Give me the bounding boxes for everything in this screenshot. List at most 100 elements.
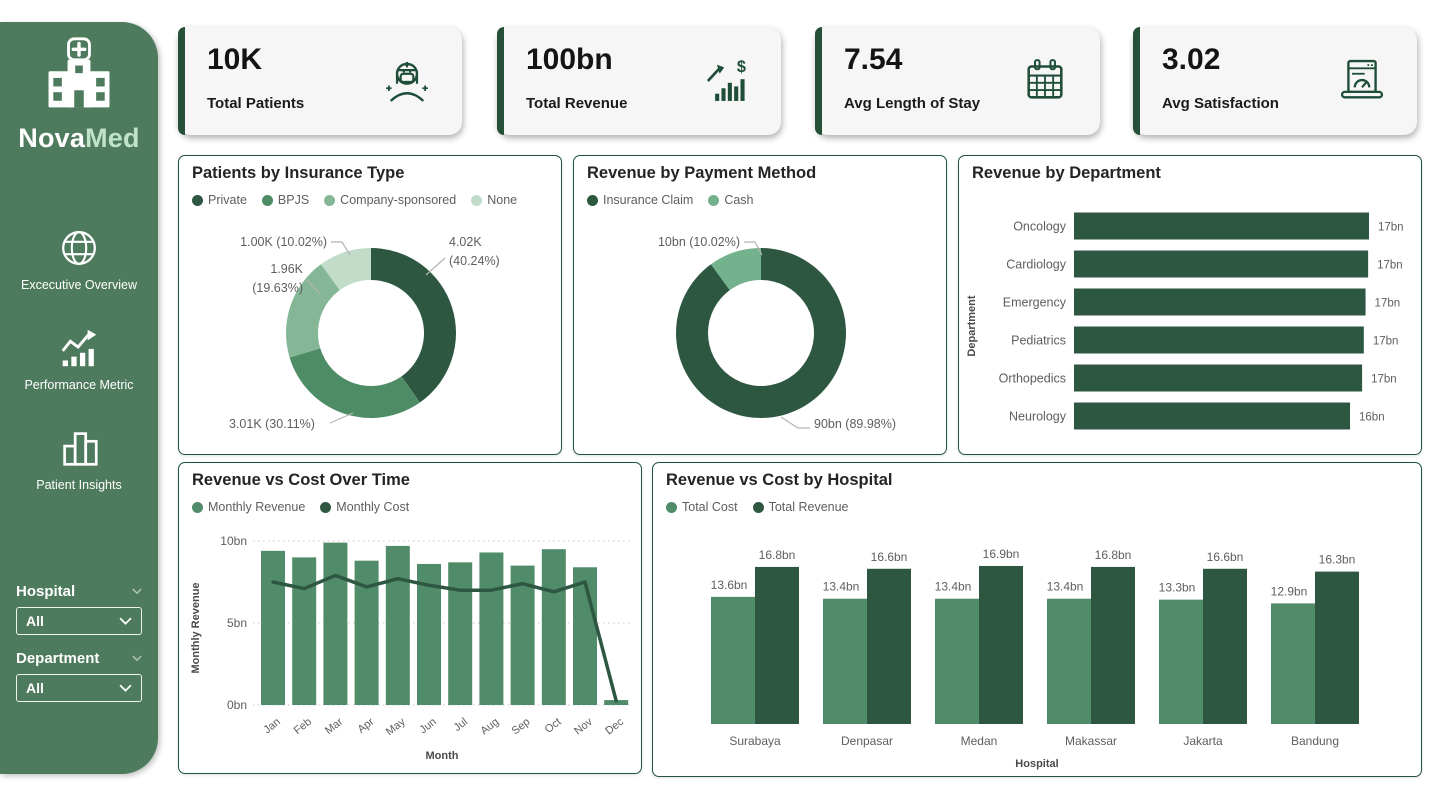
callout-leader-line xyxy=(425,257,446,276)
legend-item-bpjs[interactable]: BPJS xyxy=(261,193,309,207)
donut-callout-label: 90bn (89.98%) xyxy=(814,417,896,431)
kpi-label: Total Revenue xyxy=(526,95,628,112)
bar-total-revenue-surabaya[interactable] xyxy=(755,566,799,724)
chevron-down-icon[interactable] xyxy=(132,655,142,662)
bar-cardiology[interactable] xyxy=(1074,250,1369,278)
kpi-label: Avg Length of Stay xyxy=(844,95,981,112)
column-jul[interactable] xyxy=(448,562,473,705)
legend-dot xyxy=(192,194,203,206)
bar-total-revenue-medan[interactable] xyxy=(979,565,1023,724)
x-axis-title: Month xyxy=(426,750,459,762)
brand-name-primary: Nova xyxy=(18,123,86,153)
legend-dot xyxy=(324,194,336,206)
calendar-icon xyxy=(1027,59,1063,99)
column-nov[interactable] xyxy=(573,567,597,705)
x-tick-label: Apr xyxy=(356,716,377,736)
sidebar-item-patient-insights[interactable]: Patient Insights xyxy=(36,425,122,492)
globe-icon xyxy=(62,231,96,265)
category-label: Emergency xyxy=(1003,296,1067,310)
x-tick-label: Feb xyxy=(292,716,314,737)
kpi-total-revenue: 100bn Total Revenue $ xyxy=(497,27,781,135)
category-label: Orthopedics xyxy=(999,372,1066,386)
bar-total-revenue-denpasar[interactable] xyxy=(867,568,911,724)
bar-total-revenue-jakarta[interactable] xyxy=(1203,568,1247,724)
sidebar-item-executive-overview[interactable]: Excecutive Overview xyxy=(21,225,137,292)
column-mar[interactable] xyxy=(323,542,348,705)
legend-item-none[interactable]: None xyxy=(471,193,517,207)
bar-pediatrics[interactable] xyxy=(1074,326,1364,354)
revenue-growth-icon: $ xyxy=(706,58,746,101)
y-axis-title: Monthly Revenue xyxy=(190,582,202,673)
legend-item-total-revenue[interactable]: Total Revenue xyxy=(752,500,849,514)
department-filter-value: All xyxy=(26,680,44,696)
sidebar: NovaMed Excecutive Overview xyxy=(0,22,158,774)
bar-total-revenue-bandung[interactable] xyxy=(1315,571,1359,724)
sidebar-item-performance-metric[interactable]: Performance Metric xyxy=(24,325,134,392)
x-tick-label: Aug xyxy=(478,716,501,738)
kpi-value: 3.02 xyxy=(1162,43,1221,76)
revenue-value-label: 16.6bn xyxy=(871,550,908,564)
bar-total-cost-jakarta[interactable] xyxy=(1159,599,1203,724)
callout-leader-line xyxy=(744,241,763,256)
donut-slice-cash[interactable] xyxy=(710,248,761,291)
bar-total-cost-medan[interactable] xyxy=(935,598,979,724)
value-label: 17bn xyxy=(1375,298,1401,310)
callout-leader-line xyxy=(780,416,810,429)
category-label: Makassar xyxy=(1065,734,1117,748)
chart-title: Revenue vs Cost by Hospital xyxy=(666,471,893,489)
legend-item-monthly-cost[interactable]: Monthly Cost xyxy=(320,500,409,514)
bar-emergency[interactable] xyxy=(1074,288,1366,316)
hospital-filter-select[interactable]: All xyxy=(16,607,142,635)
donut-slice-bpjs[interactable] xyxy=(289,348,420,418)
bar-total-cost-bandung[interactable] xyxy=(1271,603,1315,724)
donut-callout-label: 1.00K (10.02%) xyxy=(240,235,327,249)
kpi-accent-bar xyxy=(815,27,822,135)
callout-leader-line xyxy=(306,279,321,295)
chevron-down-icon xyxy=(119,617,132,625)
donut-slice-insurance-claim[interactable] xyxy=(676,248,846,418)
column-aug[interactable] xyxy=(479,552,504,705)
bar-total-revenue-makassar[interactable] xyxy=(1091,566,1135,724)
column-may[interactable] xyxy=(385,545,410,705)
legend-item-total-cost[interactable]: Total Cost xyxy=(666,500,738,514)
value-label: 17bn xyxy=(1373,336,1399,348)
satisfaction-gauge-icon xyxy=(1340,59,1384,99)
insights-icon xyxy=(63,432,98,466)
chevron-down-icon[interactable] xyxy=(132,588,142,595)
legend-item-insurance-claim[interactable]: Insurance Claim xyxy=(587,193,693,207)
donut-slice-none[interactable] xyxy=(320,248,371,291)
monthly-cost-line[interactable] xyxy=(271,573,618,703)
bar-oncology[interactable] xyxy=(1074,212,1369,240)
category-label: Denpasar xyxy=(841,734,893,748)
x-tick-label: Jun xyxy=(417,716,438,736)
callout-leader-line xyxy=(331,241,351,256)
brand-logo xyxy=(0,22,158,121)
y-tick-label: 0bn xyxy=(227,698,247,712)
chart-legend: Total Cost Total Revenue xyxy=(666,500,849,514)
column-oct[interactable] xyxy=(541,549,566,705)
legend-label: Insurance Claim xyxy=(603,193,694,207)
legend-item-company-sponsored[interactable]: Company-sponsored xyxy=(324,193,456,207)
column-jan[interactable] xyxy=(261,550,285,705)
bar-total-cost-surabaya[interactable] xyxy=(711,596,755,724)
legend-item-monthly-revenue[interactable]: Monthly Revenue xyxy=(192,500,305,514)
bar-total-cost-makassar[interactable] xyxy=(1047,598,1091,724)
legend-dot xyxy=(587,194,598,206)
column-sep[interactable] xyxy=(510,565,535,705)
hospital-filter-label: Hospital xyxy=(16,583,142,600)
bar-neurology[interactable] xyxy=(1074,402,1351,430)
department-filter-select[interactable]: All xyxy=(16,674,142,702)
column-feb[interactable] xyxy=(292,557,317,705)
cost-value-label: 13.4bn xyxy=(1047,580,1084,594)
bar-orthopedics[interactable] xyxy=(1074,364,1363,392)
legend-item-private[interactable]: Private xyxy=(192,193,247,207)
category-label: Surabaya xyxy=(729,734,781,748)
donut-slice-company-sponsored[interactable] xyxy=(286,264,340,358)
sidebar-nav: Excecutive Overview Performance Metric xyxy=(0,225,158,492)
filter-label-text: Hospital xyxy=(16,583,76,600)
bar-total-cost-denpasar[interactable] xyxy=(823,598,867,724)
legend-dot xyxy=(666,501,677,513)
legend-item-cash[interactable]: Cash xyxy=(708,193,754,207)
donut-slice-private[interactable] xyxy=(371,248,457,403)
revenue-value-label: 16.8bn xyxy=(759,548,796,562)
